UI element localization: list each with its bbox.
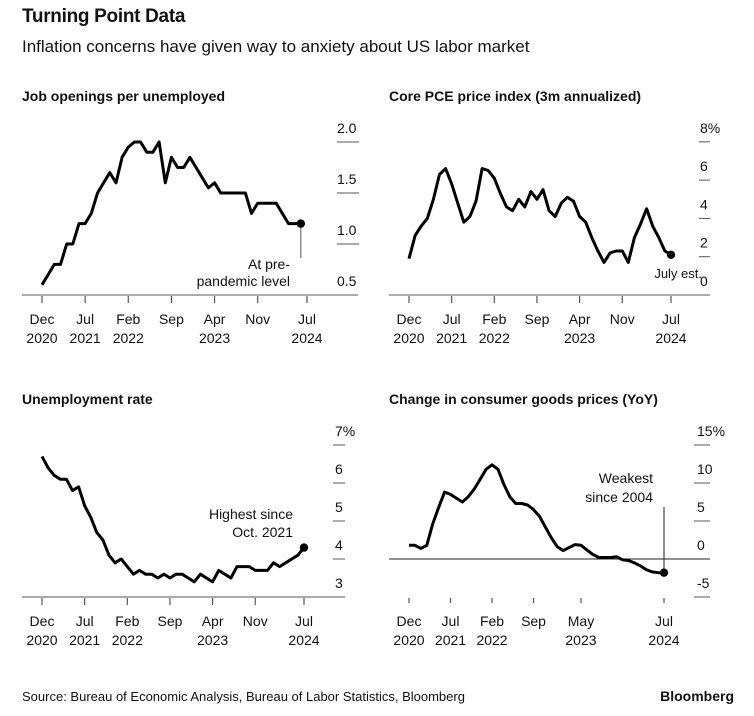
annotation-text: Weakest	[599, 470, 653, 486]
x-tick-label-year: 2021	[70, 330, 101, 346]
page-title: Turning Point Data	[22, 6, 186, 27]
x-tick-label: Feb	[480, 613, 504, 629]
x-tick-label: Jul	[655, 613, 673, 629]
annotation-text: pandemic level	[197, 273, 290, 289]
y-tick-label: 2	[700, 235, 708, 251]
data-line	[40, 455, 306, 584]
y-tick-label: 0.5	[337, 273, 357, 289]
chart-title-consumer-goods: Change in consumer goods prices (YoY)	[389, 391, 658, 407]
x-tick-label-year: 2021	[435, 632, 466, 648]
x-tick-label: Feb	[482, 311, 506, 327]
x-tick-label-year: 2023	[197, 632, 228, 648]
end-point-marker	[659, 568, 669, 577]
x-tick-label-year: 2023	[199, 330, 230, 346]
x-tick-label: Sep	[159, 311, 184, 327]
data-line	[40, 140, 301, 286]
y-tick-label: 7%	[335, 423, 355, 439]
x-tick-label-year: 2022	[476, 632, 507, 648]
x-tick-label: Jul	[662, 311, 680, 327]
y-tick-label: 1.5	[337, 171, 357, 187]
end-point-marker	[666, 250, 676, 259]
x-tick-label-year: 2022	[479, 330, 510, 346]
x-tick-label: Dec	[397, 311, 422, 327]
x-tick-label: Jul	[76, 613, 94, 629]
chart-title-job-openings: Job openings per unemployed	[22, 88, 226, 104]
x-tick-label: Dec	[30, 613, 55, 629]
y-tick-label: 5	[697, 499, 705, 515]
y-tick-label: 4	[335, 537, 343, 553]
x-tick-label-year: 2023	[565, 632, 596, 648]
x-tick-label-year: 2024	[655, 330, 686, 346]
y-tick-label: 2.0	[337, 120, 357, 136]
x-tick-label-year: 2020	[393, 330, 424, 346]
x-tick-label: Jul	[76, 311, 94, 327]
y-tick-label: 0	[700, 273, 708, 289]
bloomberg-logo: Bloomberg	[660, 688, 734, 704]
x-tick-label: Sep	[524, 311, 549, 327]
x-tick-label: Sep	[521, 613, 546, 629]
x-tick-label-year: 2023	[564, 330, 595, 346]
x-tick-label: Dec	[30, 311, 55, 327]
chart-title-core-pce: Core PCE price index (3m annualized)	[389, 88, 642, 104]
annotation-text: since 2004	[585, 489, 653, 505]
x-tick-label-year: 2021	[69, 632, 100, 648]
data-line	[407, 167, 672, 264]
x-tick-label: Apr	[204, 311, 226, 327]
x-tick-label: Nov	[243, 613, 268, 629]
y-tick-label: -5	[697, 575, 710, 591]
chart-title-unemployment: Unemployment rate	[22, 391, 153, 407]
y-tick-label: 3	[335, 575, 343, 591]
y-tick-label: 5	[335, 499, 343, 515]
y-tick-label: 1.0	[337, 222, 357, 238]
annotation-text: Oct. 2021	[232, 524, 293, 540]
x-tick-label: Jul	[298, 311, 316, 327]
x-tick-label-year: 2022	[113, 330, 144, 346]
x-tick-label: Sep	[157, 613, 182, 629]
x-tick-label: Nov	[610, 311, 635, 327]
y-tick-label: 8%	[700, 120, 720, 136]
x-tick-label: Apr	[202, 613, 224, 629]
x-tick-label-year: 2024	[291, 330, 322, 346]
annotation-text: At pre-	[248, 256, 290, 272]
x-tick-label-year: 2022	[112, 632, 143, 648]
x-tick-label-year: 2020	[393, 632, 424, 648]
x-tick-label: Jul	[442, 613, 460, 629]
x-tick-label-year: 2020	[26, 330, 57, 346]
y-tick-label: 6	[700, 158, 708, 174]
page-subtitle: Inflation concerns have given way to anx…	[22, 37, 530, 56]
x-tick-label-year: 2021	[436, 330, 467, 346]
source-note: Source: Bureau of Economic Analysis, Bur…	[22, 689, 465, 704]
y-tick-label: 0	[697, 537, 705, 553]
y-tick-label: 4	[700, 196, 708, 212]
annotation-text: July est.	[654, 266, 702, 281]
x-tick-label: Nov	[245, 311, 270, 327]
x-tick-label-year: 2024	[288, 632, 319, 648]
x-tick-label-year: 2024	[648, 632, 679, 648]
x-tick-label-year: 2020	[26, 632, 57, 648]
x-tick-label: May	[568, 613, 594, 629]
x-tick-label: Jul	[295, 613, 313, 629]
x-tick-label: Apr	[569, 311, 591, 327]
end-point-marker	[299, 543, 309, 552]
x-tick-label: Dec	[397, 613, 422, 629]
x-tick-label: Jul	[443, 311, 461, 327]
data-line	[409, 463, 664, 575]
x-tick-label: Feb	[115, 613, 139, 629]
y-tick-label: 10	[697, 461, 713, 477]
x-tick-label: Feb	[116, 311, 140, 327]
y-tick-label: 15%	[697, 423, 725, 439]
y-tick-label: 6	[335, 461, 343, 477]
end-point-marker	[296, 219, 306, 228]
annotation-text: Highest since	[209, 506, 293, 522]
